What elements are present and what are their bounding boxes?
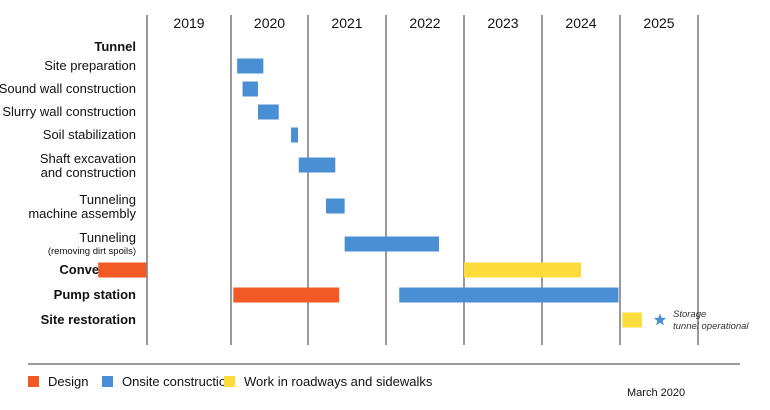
legend-label-design: Design bbox=[48, 374, 89, 389]
bar-shaft-excavation-0 bbox=[298, 157, 336, 173]
bar-site-restoration-0 bbox=[622, 312, 642, 328]
legend-item-onsite-construction: Onsite construction bbox=[102, 374, 233, 389]
row-label-pump-station: Pump station bbox=[54, 287, 136, 302]
year-label-2021: 2021 bbox=[331, 15, 362, 31]
row-label-soil-stabilization: Soil stabilization bbox=[43, 127, 136, 142]
row-label-tunneling-line2: (removing dirt spoils) bbox=[48, 246, 136, 257]
row-label-tunnel: Tunnel bbox=[94, 39, 136, 54]
row-label-site-preparation: Site preparation bbox=[44, 58, 136, 73]
legend-label-onsite-construction: Onsite construction bbox=[122, 374, 234, 389]
legend-item-work-in-roadways: Work in roadways and sidewalks bbox=[224, 374, 432, 389]
milestone-label-line1: Storage bbox=[673, 309, 706, 320]
bar-tunneling-machine-0 bbox=[325, 198, 345, 214]
legend-swatch-design bbox=[28, 376, 39, 387]
row-label-tunneling-machine: Tunneling bbox=[79, 192, 136, 207]
legend-label-work-in-roadways: Work in roadways and sidewalks bbox=[244, 374, 433, 389]
year-label-2022: 2022 bbox=[409, 15, 440, 31]
year-label-2019: 2019 bbox=[173, 15, 204, 31]
date-note: March 2020 bbox=[627, 387, 686, 399]
year-label-2020: 2020 bbox=[254, 15, 285, 31]
year-label-2023: 2023 bbox=[487, 15, 518, 31]
bar-sound-wall-0 bbox=[242, 81, 258, 97]
bar-site-preparation-0 bbox=[237, 58, 264, 74]
bar-tunneling-0 bbox=[344, 236, 440, 252]
legend-item-design: Design bbox=[28, 374, 88, 389]
row-label-shaft-excavation: Shaft excavation bbox=[40, 151, 136, 166]
bar-soil-stabilization-0 bbox=[291, 127, 298, 143]
bar-conveyance-1 bbox=[464, 262, 581, 278]
legend-swatch-work-in-roadways bbox=[224, 376, 235, 387]
year-label-2025: 2025 bbox=[643, 15, 674, 31]
year-label-2024: 2024 bbox=[565, 15, 596, 31]
row-label-tunneling-machine-line2: machine assembly bbox=[28, 206, 136, 221]
legend-swatch-onsite-construction bbox=[102, 376, 113, 387]
row-label-tunneling: Tunneling bbox=[79, 230, 136, 245]
row-label-site-restoration: Site restoration bbox=[41, 312, 136, 327]
bar-pump-station-1 bbox=[399, 287, 619, 303]
row-label-slurry-wall: Slurry wall construction bbox=[2, 104, 136, 119]
milestone-star-icon bbox=[653, 313, 667, 326]
bar-pump-station-0 bbox=[233, 287, 340, 303]
row-label-sound-wall: Sound wall construction bbox=[0, 81, 136, 96]
milestone-label-line2: tunnel operational bbox=[673, 321, 749, 332]
bar-slurry-wall-0 bbox=[257, 104, 279, 120]
bar-conveyance-0 bbox=[98, 262, 147, 278]
row-label-shaft-excavation-line2: and construction bbox=[41, 165, 136, 180]
